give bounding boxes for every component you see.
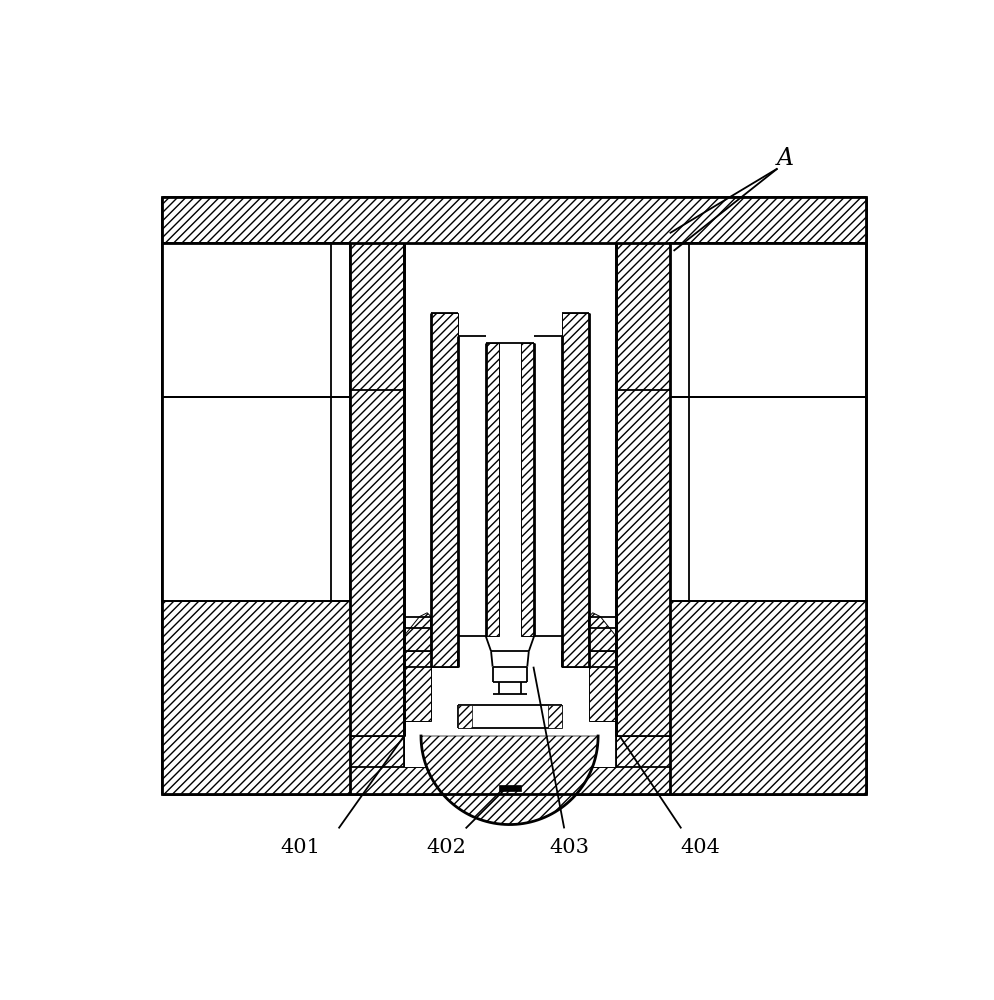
Polygon shape: [350, 243, 404, 736]
Text: 401: 401: [280, 838, 320, 857]
Polygon shape: [161, 197, 865, 243]
Bar: [669, 397, 865, 601]
Polygon shape: [457, 705, 471, 728]
Text: 402: 402: [426, 838, 466, 857]
Polygon shape: [588, 613, 615, 651]
Bar: [669, 243, 865, 397]
Polygon shape: [161, 601, 350, 794]
Polygon shape: [562, 312, 588, 667]
Bar: [161, 397, 350, 601]
Polygon shape: [430, 312, 457, 667]
Polygon shape: [404, 651, 430, 721]
Bar: [161, 197, 865, 794]
Polygon shape: [588, 651, 615, 721]
Text: 404: 404: [680, 838, 720, 857]
Text: 403: 403: [549, 838, 589, 857]
Bar: [161, 243, 350, 397]
Text: A: A: [776, 147, 793, 170]
Polygon shape: [615, 243, 669, 736]
Polygon shape: [548, 705, 562, 728]
Polygon shape: [521, 343, 534, 636]
Polygon shape: [350, 736, 669, 794]
Polygon shape: [404, 613, 430, 651]
Bar: [498, 785, 521, 791]
Polygon shape: [420, 736, 597, 825]
Polygon shape: [485, 343, 498, 636]
Polygon shape: [669, 601, 865, 794]
